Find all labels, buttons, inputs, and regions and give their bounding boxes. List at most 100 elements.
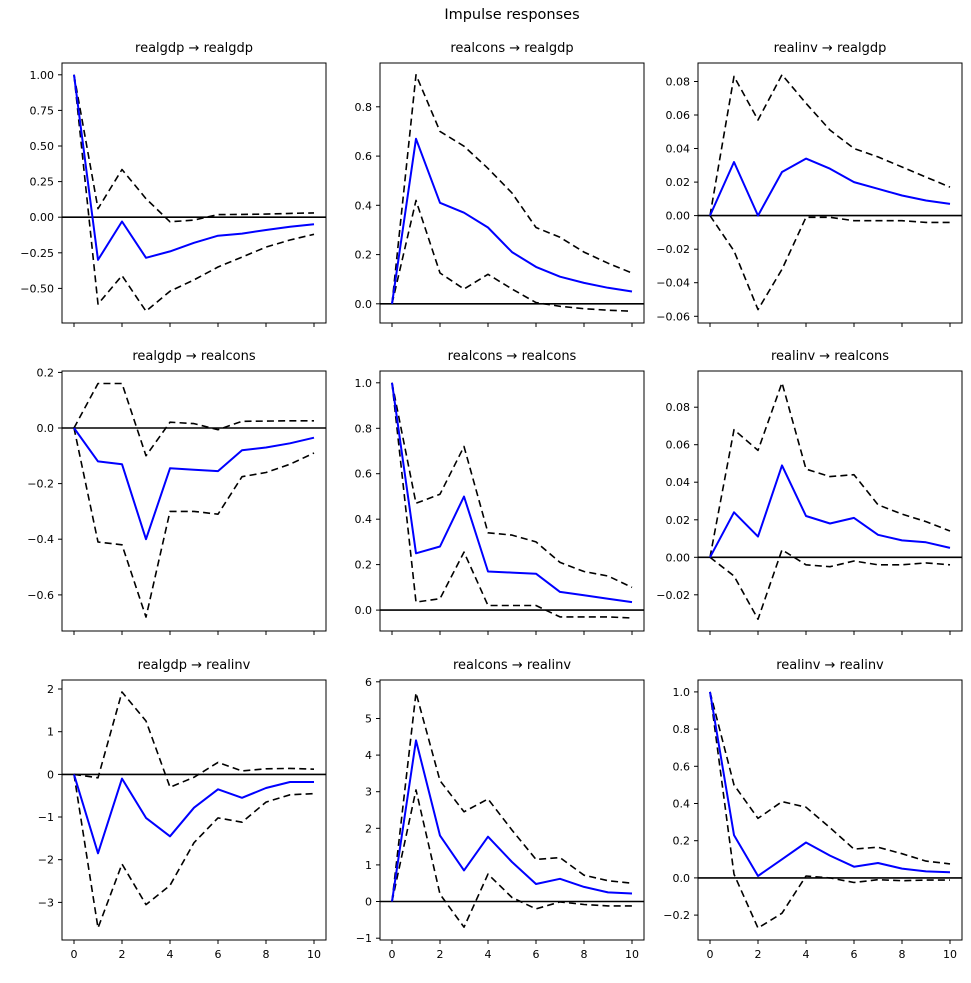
y-tick-label: 5 (365, 713, 372, 726)
lower-ci-line (709, 691, 950, 929)
y-tick-label: −0.2 (27, 478, 54, 491)
subplot-realgdp-realgdp: realgdp → realgdp 1.00 0.75 0.50 0.25 0.00 −0… (20, 41, 327, 327)
y-tick-label: 0.06 (666, 109, 691, 122)
y-tick-label: 0.08 (666, 76, 691, 89)
y-tick-label: 2 (365, 822, 372, 835)
y-tick-label: 0.6 (355, 150, 373, 163)
plot-canvas: 1.0 0.8 0.6 0.4 0.2 0.0 −0.2 0 2 4 6 8 10 (663, 679, 963, 961)
upper-ci-line (391, 691, 633, 902)
plot-canvas: 1.00 0.75 0.50 0.25 0.00 −0.25 −0.50 (20, 62, 327, 327)
x-tick-label: 0 (71, 948, 78, 961)
upper-ci-line (391, 73, 633, 304)
axes-frame (697, 62, 963, 324)
y-tick-label: −0.4 (27, 533, 54, 546)
y-tick-label: 1.0 (673, 686, 691, 699)
irf-line (73, 774, 314, 855)
y-tick-label: 0.04 (666, 143, 691, 156)
x-tick-label: 10 (943, 948, 957, 961)
y-tick-label: 0.0 (37, 422, 55, 435)
y-tick-label: 0.6 (673, 760, 691, 773)
y-tick-label: −0.02 (656, 243, 690, 256)
y-tick-label: 0.8 (355, 422, 373, 435)
y-tick-label: 0 (47, 768, 54, 781)
y-tick-label: 0.25 (30, 176, 55, 189)
subplot-title: realcons → realgdp (450, 41, 574, 56)
y-tick-label: 0.4 (673, 798, 691, 811)
x-tick-label: 0 (389, 948, 396, 961)
y-tick-label: 0.50 (30, 140, 55, 153)
y-tick-label: 0.02 (666, 514, 691, 527)
irf-line (391, 137, 633, 304)
y-tick-label: −2 (38, 854, 54, 867)
y-tick-label: 1.0 (355, 377, 373, 390)
y-tick-label: 0.00 (666, 551, 691, 564)
figure-title: Impulse responses (444, 7, 580, 23)
y-tick-label: 2 (47, 683, 54, 696)
x-tick-label: 8 (263, 948, 270, 961)
y-tick-label: 0.02 (666, 176, 691, 189)
axes-frame (61, 679, 327, 941)
axes-frame (61, 370, 327, 632)
y-tick-label: 0.0 (355, 298, 373, 311)
axes-frame (697, 679, 963, 941)
lower-ci-line (391, 382, 633, 619)
upper-ci-line (73, 691, 315, 788)
y-tick-label: 4 (365, 749, 372, 762)
y-tick-label: 0 (365, 896, 372, 909)
y-tick-label: 6 (365, 676, 372, 689)
subplot-title: realgdp → realinv (137, 658, 251, 673)
x-tick-label: 4 (803, 948, 810, 961)
plot-canvas: 0.08 0.06 0.04 0.02 0.00 −0.02 −0.04 −0.06 (656, 62, 963, 327)
subplot-title: realinv → realcons (770, 349, 890, 364)
y-tick-label: 0.08 (666, 401, 691, 414)
y-tick-label: 0.4 (355, 199, 373, 212)
plot-canvas: 0.8 0.6 0.4 0.2 0.0 (355, 62, 645, 327)
x-tick-label: 4 (167, 948, 174, 961)
subplot-title: realgdp → realgdp (135, 41, 253, 56)
lower-ci-line (73, 74, 315, 313)
y-tick-label: 0.8 (673, 723, 691, 736)
lower-ci-line (709, 215, 950, 311)
axes-frame (379, 62, 645, 324)
upper-ci-line (709, 691, 951, 865)
subplot-realinv-realcons: realinv → realcons 0.08 0.06 0.04 0.02 0.00 −… (656, 349, 963, 635)
x-tick-label: 0 (707, 948, 714, 961)
lower-ci-line (709, 549, 951, 621)
y-tick-label: 0.75 (30, 104, 55, 117)
y-tick-label: 0.6 (355, 468, 373, 481)
y-tick-label: 1.00 (30, 69, 55, 82)
y-tick-label: 0.2 (37, 366, 55, 379)
subplot-realcons-realgdp: realcons → realgdp 0.8 0.6 0.4 0.2 0.0 (355, 41, 645, 327)
x-tick-label: 10 (307, 948, 321, 961)
subplot-realcons-realcons: realcons → realcons 1.0 0.8 0.6 0.4 0.2 0.0 (355, 349, 645, 635)
x-tick-label: 4 (485, 948, 492, 961)
upper-ci-line (709, 381, 951, 558)
plot-canvas: 0.08 0.06 0.04 0.02 0.00 −0.02 (656, 370, 963, 635)
y-tick-label: 0.4 (355, 513, 373, 526)
upper-ci-line (709, 73, 951, 216)
subplot-title: realinv → realinv (776, 658, 884, 673)
irf-line (709, 464, 951, 558)
subplot-title: realgdp → realcons (132, 349, 256, 364)
y-tick-label: −0.6 (27, 589, 54, 602)
y-tick-label: 0.2 (355, 249, 373, 262)
x-tick-label: 8 (581, 948, 588, 961)
lower-ci-line (391, 199, 633, 312)
y-tick-label: 0.00 (30, 211, 55, 224)
y-tick-label: −0.25 (20, 247, 54, 260)
y-tick-label: 0.8 (355, 101, 373, 114)
axes-frame (697, 370, 963, 632)
y-tick-label: −3 (38, 896, 54, 909)
y-tick-label: 0.0 (673, 872, 691, 885)
y-tick-label: −1 (38, 811, 54, 824)
axes-frame (379, 370, 645, 632)
axes-frame (61, 62, 327, 324)
subplot-realinv-realgdp: realinv → realgdp 0.08 0.06 0.04 0.02 0.00 −0… (656, 41, 963, 327)
irf-line (391, 739, 633, 902)
irf-line (73, 74, 315, 261)
y-tick-label: 0.2 (355, 559, 373, 572)
axes-frame (379, 679, 645, 941)
subplot-realcons-realinv: realcons → realinv 6 5 4 3 2 1 0 −1 0 2 4 6 8 10 (356, 658, 645, 961)
